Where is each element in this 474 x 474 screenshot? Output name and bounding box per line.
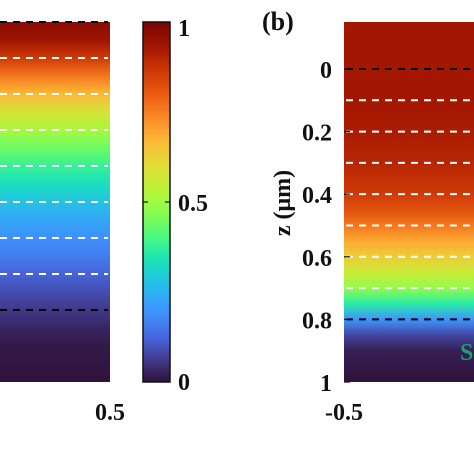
panel-a: 0.5 — [0, 21, 125, 426]
colorbar-tick-label-max: 1 — [178, 16, 190, 42]
panel-b-y-axis-label: z (μm) — [270, 170, 296, 236]
panel-b-y-tick-label: 1 — [320, 371, 332, 397]
panel-b-y-tick-label: 0.6 — [302, 246, 332, 272]
panel-b-y-tick-label: 0.8 — [302, 308, 332, 334]
colorbar-tick-label-mid: 0.5 — [178, 191, 208, 217]
panel-b-label: (b) — [262, 7, 294, 36]
panel-b-y-tick-label: 0 — [320, 58, 332, 84]
panel-a-x-tick-label: 0.5 — [95, 400, 125, 426]
panel-b: (b) 0 0.2 0.4 0.6 0.8 1 z (μm) -0.5 S — [262, 7, 474, 426]
colorbar: 1 0.5 0 — [142, 16, 208, 396]
panel-b-heatmap — [344, 22, 474, 382]
panel-a-dashed-lines — [0, 21, 108, 311]
panel-b-y-tick-labels: 0 0.2 0.4 0.6 0.8 1 — [302, 58, 350, 397]
panel-b-x-tick-label: -0.5 — [325, 400, 363, 426]
panel-b-corner-annotation: S — [460, 340, 473, 366]
panel-b-y-tick-label: 0.2 — [302, 121, 332, 147]
panel-b-dashed-lines — [346, 67, 474, 321]
colorbar-tick-label-min: 0 — [178, 370, 190, 396]
panel-b-y-tick-label: 0.4 — [302, 183, 332, 209]
